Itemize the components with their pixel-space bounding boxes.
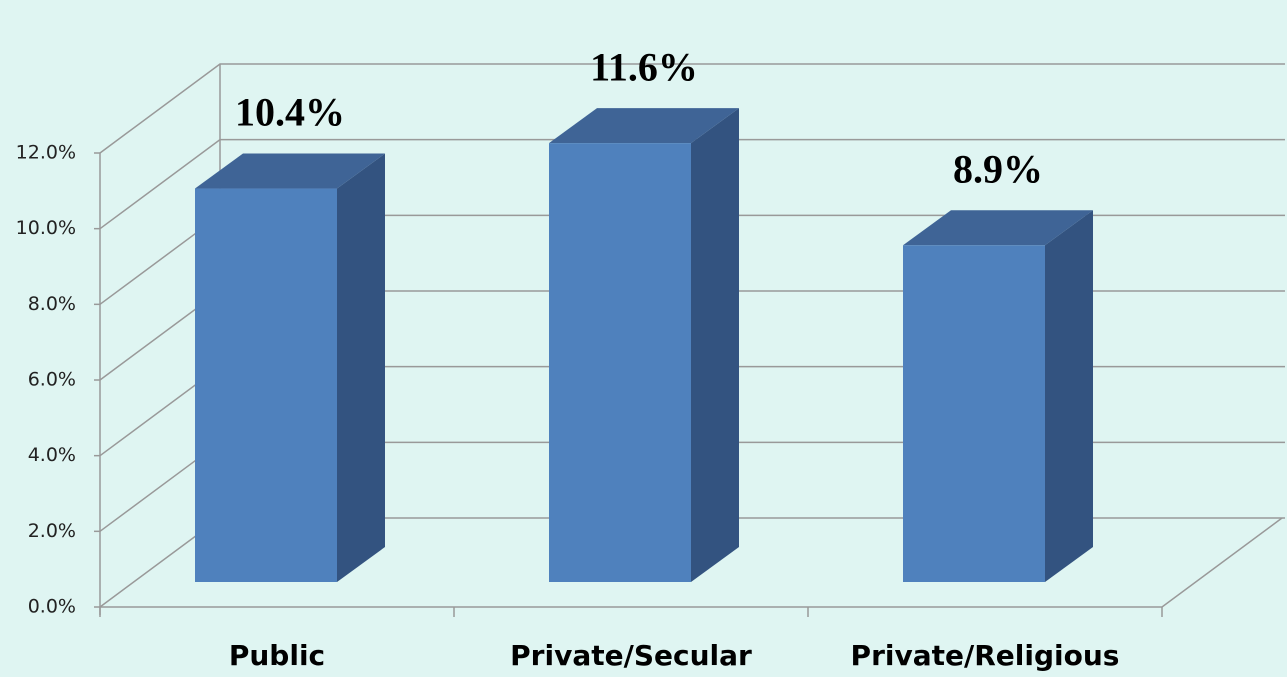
x-tick-label: Private/Secular bbox=[510, 639, 752, 672]
value-label: 11.6% bbox=[590, 44, 698, 89]
bar-top bbox=[903, 210, 1093, 246]
y-tick-label: 4.0% bbox=[28, 444, 76, 466]
bar bbox=[549, 143, 691, 582]
bar-side bbox=[337, 153, 385, 583]
y-tick-label: 8.0% bbox=[28, 293, 76, 315]
bar bbox=[195, 188, 337, 583]
x-tick-label: Public bbox=[229, 639, 325, 672]
bar-top bbox=[549, 108, 739, 144]
y-tick-label: 6.0% bbox=[28, 369, 76, 391]
x-tick-label: Private/Religious bbox=[851, 639, 1120, 672]
bar-side bbox=[691, 108, 739, 582]
y-tick-label: 0.0% bbox=[28, 596, 76, 618]
y-tick-label: 10.0% bbox=[16, 217, 76, 239]
y-tick-label: 12.0% bbox=[16, 142, 76, 164]
bar bbox=[903, 245, 1045, 583]
bar-top bbox=[195, 153, 385, 189]
grid-line bbox=[99, 63, 1285, 154]
value-label: 8.9% bbox=[953, 146, 1043, 191]
bar-side bbox=[1045, 210, 1093, 583]
value-label: 10.4% bbox=[235, 90, 345, 135]
y-tick-label: 2.0% bbox=[28, 520, 76, 542]
grid-line bbox=[99, 138, 1285, 230]
